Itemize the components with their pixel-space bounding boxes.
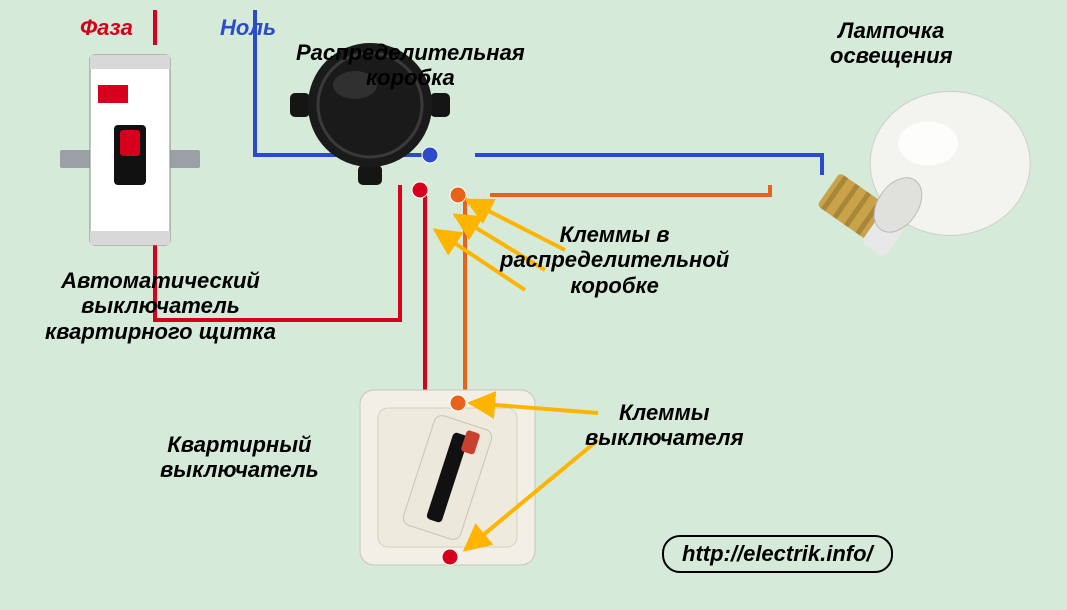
jbox-label: Распределительная коробка [296,40,525,91]
lamp-label: Лампочка освещения [830,18,953,69]
source-url[interactable]: http://electrik.info/ [662,535,893,573]
neutral-label: Ноль [220,15,276,40]
switch-label: Квартирный выключатель [160,432,319,483]
phase-label: Фаза [80,15,133,40]
breaker-label: Автоматический выключатель квартирного щ… [45,268,276,344]
switch-terminals-label: Клеммы выключателя [585,400,744,451]
jbox-terminals-label: Клеммы в распределительной коробке [500,222,729,298]
wall-switch-icon [360,390,535,565]
